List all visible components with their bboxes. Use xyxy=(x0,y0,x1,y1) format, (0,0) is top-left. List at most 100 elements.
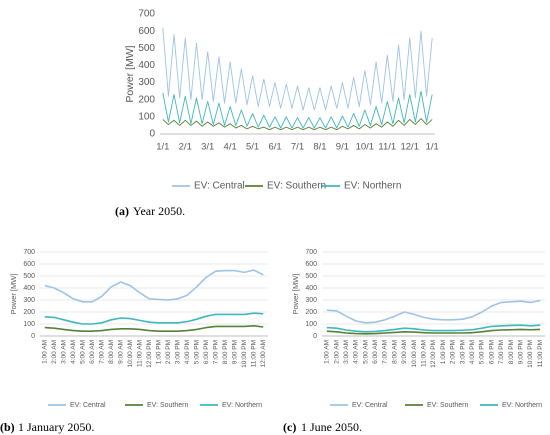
y-axis-title: Power [MW] xyxy=(9,274,18,315)
legend-label: EV: Central xyxy=(352,402,388,409)
caption: 1 January 2050. xyxy=(18,420,94,434)
x-tick-label: 4:00 PM xyxy=(184,340,191,364)
y-tick-label: 200 xyxy=(23,309,35,316)
y-tick-label: 100 xyxy=(138,111,155,122)
x-tick-label: 12/1 xyxy=(400,142,419,153)
legend-label: EV: Southern xyxy=(267,181,326,192)
y-tick-label: 0 xyxy=(149,129,155,140)
x-tick-label: 10/1 xyxy=(356,142,375,153)
y-tick-label: 600 xyxy=(23,261,35,268)
x-tick-label: 6:00 AM xyxy=(89,340,96,364)
y-tick-label: 500 xyxy=(305,273,317,280)
y-tick-label: 500 xyxy=(138,43,155,54)
x-tick-label: 6/1 xyxy=(268,142,281,153)
y-tick-label: 700 xyxy=(138,9,155,20)
x-tick-label: 11:00 PM xyxy=(537,340,544,367)
series-line xyxy=(162,118,433,131)
x-tick-label: 5:00 PM xyxy=(193,340,200,364)
x-tick-label: 9:00 AM xyxy=(401,340,408,364)
x-tick-label: 7:00 PM xyxy=(212,340,219,364)
x-tick-label: 3:00 PM xyxy=(174,340,181,364)
caption: 1 June 2050. xyxy=(301,420,362,434)
x-tick-label: 7/1 xyxy=(291,142,304,153)
x-tick-label: 10:00 PM xyxy=(527,340,534,368)
x-tick-label: 3:00 AM xyxy=(60,340,67,364)
series-line xyxy=(44,312,264,325)
caption-label: (c) xyxy=(283,420,296,434)
x-tick-label: 1/1 xyxy=(156,142,169,153)
x-tick-label: 10:00 PM xyxy=(241,340,248,368)
legend-label: EV: Central xyxy=(194,181,245,192)
legend-label: EV: Southern xyxy=(427,402,468,409)
x-tick-label: 11/1 xyxy=(378,142,396,153)
legend-label: EV: Northern xyxy=(502,402,542,409)
x-tick-label: 2/1 xyxy=(179,142,192,153)
y-tick-label: 100 xyxy=(23,321,35,328)
x-tick-label: 10:00 AM xyxy=(127,340,134,367)
y-tick-label: 200 xyxy=(138,94,155,105)
series-line xyxy=(326,328,541,335)
x-tick-label: 11:00 PM xyxy=(250,340,257,367)
x-tick-label: 9:00 PM xyxy=(231,340,238,364)
x-tick-label: 9:00 AM xyxy=(117,340,124,364)
y-tick-label: 300 xyxy=(23,297,35,304)
x-tick-label: 5:00 AM xyxy=(79,340,86,364)
x-tick-label: 4:00 AM xyxy=(70,340,77,364)
caption-label: (b) xyxy=(0,420,15,434)
x-tick-label: 8:00 AM xyxy=(108,340,115,364)
x-tick-label: 7:00 AM xyxy=(382,340,389,364)
x-tick-label: 10:00 AM xyxy=(411,340,418,367)
caption: Year 2050. xyxy=(133,204,185,218)
x-tick-label: 6:00 AM xyxy=(372,340,379,364)
y-tick-label: 400 xyxy=(305,285,317,292)
x-tick-label: 1/1 xyxy=(426,142,439,153)
y-tick-label: 400 xyxy=(138,60,155,71)
y-axis-title: Power [MW] xyxy=(291,274,300,315)
series-line xyxy=(162,27,433,111)
y-tick-label: 600 xyxy=(305,261,317,268)
x-tick-label: 3/1 xyxy=(201,142,214,153)
x-tick-label: 11:00 AM xyxy=(421,340,428,367)
x-tick-label: 1:00 PM xyxy=(440,340,447,364)
x-tick-label: 9:00 PM xyxy=(517,340,524,364)
series-line xyxy=(44,269,264,303)
y-tick-label: 700 xyxy=(305,249,317,256)
x-tick-label: 7:00 PM xyxy=(498,340,505,364)
x-tick-label: 8/1 xyxy=(313,142,326,153)
x-tick-label: 2:00 PM xyxy=(450,340,457,364)
x-tick-label: 1:00 AM xyxy=(41,340,48,364)
x-tick-label: 6:00 PM xyxy=(203,340,210,364)
x-tick-label: 4:00 PM xyxy=(469,340,476,364)
series-line xyxy=(326,299,541,324)
x-tick-label: 9/1 xyxy=(336,142,349,153)
legend-label: EV: Central xyxy=(70,402,106,409)
x-tick-label: 3:00 AM xyxy=(343,340,350,364)
x-tick-label: 12:00 AM xyxy=(260,340,267,367)
x-tick-label: 1:00 AM xyxy=(324,340,331,364)
x-tick-label: 12:00 PM xyxy=(430,340,437,368)
y-tick-label: 700 xyxy=(23,249,35,256)
x-tick-label: 6:00 PM xyxy=(488,340,495,364)
x-tick-label: 1:00 PM xyxy=(155,340,162,364)
x-tick-label: 11:00 AM xyxy=(136,340,143,367)
series-line xyxy=(326,324,541,333)
x-tick-label: 2:00 PM xyxy=(165,340,172,364)
x-tick-label: 8:00 PM xyxy=(222,340,229,364)
y-tick-label: 200 xyxy=(305,309,317,316)
y-tick-label: 600 xyxy=(138,26,155,37)
series-line xyxy=(44,325,264,332)
x-tick-label: 5:00 AM xyxy=(362,340,369,364)
legend-label: EV: Southern xyxy=(147,402,188,409)
x-tick-label: 3:00 PM xyxy=(459,340,466,364)
x-tick-label: 4:00 AM xyxy=(353,340,360,364)
x-tick-label: 7:00 AM xyxy=(98,340,105,364)
y-tick-label: 300 xyxy=(138,77,155,88)
y-tick-label: 0 xyxy=(31,333,35,340)
x-tick-label: 5:00 PM xyxy=(479,340,486,364)
x-tick-label: 5/1 xyxy=(246,142,259,153)
y-tick-label: 300 xyxy=(305,297,317,304)
x-tick-label: 12:00 PM xyxy=(146,340,153,368)
y-tick-label: 0 xyxy=(313,333,317,340)
y-tick-label: 500 xyxy=(23,273,35,280)
